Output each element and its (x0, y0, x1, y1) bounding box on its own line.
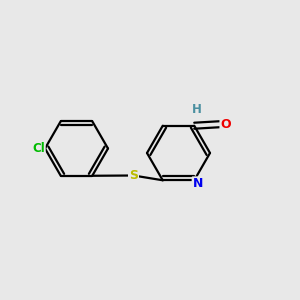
Text: Cl: Cl (32, 142, 45, 155)
Text: S: S (129, 169, 138, 182)
Text: O: O (220, 118, 231, 131)
Text: H: H (192, 103, 202, 116)
Text: N: N (193, 177, 203, 190)
